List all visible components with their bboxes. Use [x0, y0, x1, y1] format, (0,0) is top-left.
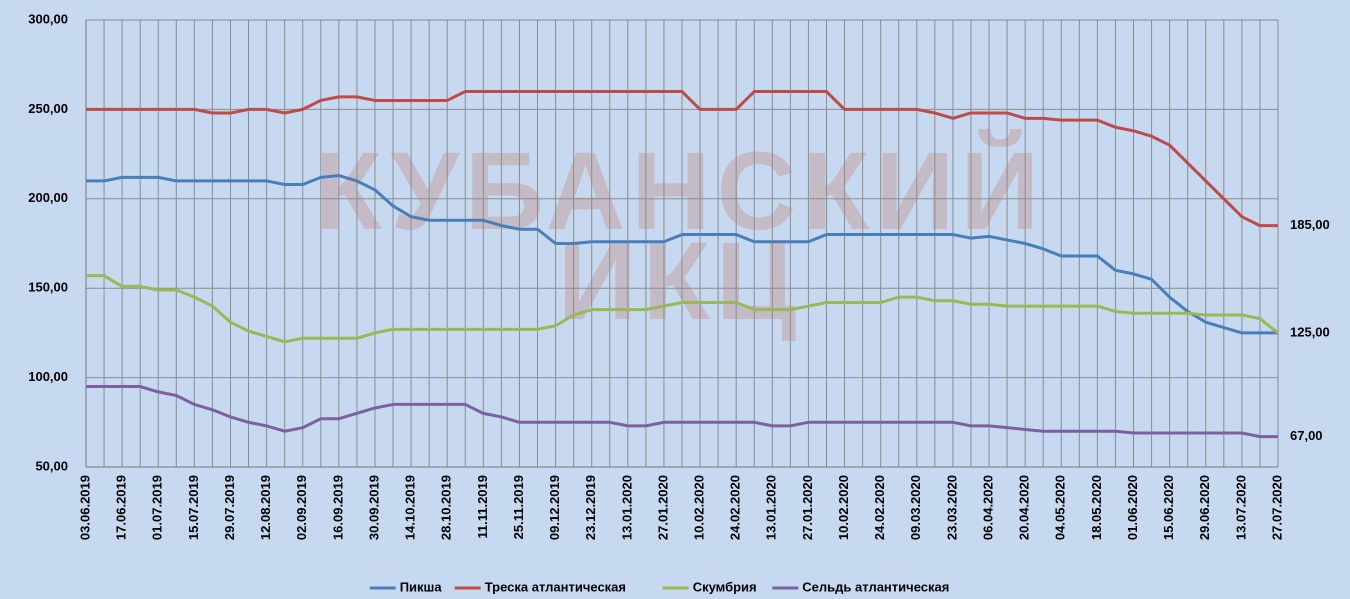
x-tick-label: 23.03.2020 [944, 475, 959, 540]
x-tick-label: 01.06.2020 [1125, 475, 1140, 540]
x-tick-label: 13.07.2020 [1233, 475, 1248, 540]
y-tick-label: 200,00 [28, 190, 68, 205]
x-tick-label: 02.09.2019 [294, 475, 309, 540]
x-tick-label: 24.02.2020 [872, 475, 887, 540]
x-tick-label: 27.01.2020 [800, 475, 815, 540]
x-tick-label: 13.01.2020 [619, 475, 634, 540]
x-tick-label: 24.02.2020 [728, 475, 743, 540]
x-tick-label: 09.03.2020 [908, 475, 923, 540]
x-tick-label: 06.04.2020 [980, 475, 995, 540]
legend-label: Сельдь атлантическая [802, 579, 949, 594]
x-tick-label: 20.04.2020 [1017, 475, 1032, 540]
chart: КУБАНСКИЙ ИКЦ 50,00100,00150,00200,00250… [0, 0, 1350, 599]
y-tick-label: 100,00 [28, 369, 68, 384]
legend-label: Пикша [400, 579, 443, 594]
page: {"chart_data": {"type": "line", "waterma… [0, 0, 1350, 599]
y-tick-label: 50,00 [35, 458, 68, 473]
end-value-label: 185,00 [1290, 217, 1330, 232]
x-tick-label: 29.07.2019 [222, 475, 237, 540]
legend-label: Скумбрия [693, 579, 757, 594]
x-tick-label: 12.08.2019 [258, 475, 273, 540]
x-tick-label: 14.10.2019 [403, 475, 418, 540]
x-tick-label: 13.01.2020 [764, 475, 779, 540]
x-tick-label: 15.06.2020 [1161, 475, 1176, 540]
x-tick-label: 01.07.2019 [150, 475, 165, 540]
x-tick-label: 23.12.2019 [583, 475, 598, 540]
x-tick-label: 25.11.2019 [511, 475, 526, 539]
x-tick-label: 09.12.2019 [547, 475, 562, 540]
y-tick-label: 150,00 [28, 280, 68, 295]
x-tick-label: 04.05.2020 [1053, 475, 1068, 540]
y-tick-label: 300,00 [28, 11, 68, 26]
x-tick-label: 27.07.2020 [1269, 475, 1284, 540]
x-tick-label: 15.07.2019 [186, 475, 201, 540]
end-value-label: 67,00 [1290, 428, 1323, 443]
x-tick-label: 27.01.2020 [655, 475, 670, 540]
x-tick-label: 17.06.2019 [114, 475, 129, 540]
x-tick-label: 28.10.2019 [439, 475, 454, 540]
watermark: ИКЦ [558, 220, 803, 343]
end-value-label: 125,00 [1290, 324, 1330, 339]
x-tick-label: 03.06.2019 [77, 475, 92, 540]
x-tick-label: 16.09.2019 [330, 475, 345, 540]
x-tick-label: 10.02.2020 [691, 475, 706, 540]
y-tick-label: 250,00 [28, 101, 68, 116]
x-tick-label: 30.09.2019 [366, 475, 381, 540]
x-tick-label: 29.06.2020 [1197, 475, 1212, 540]
x-tick-label: 10.02.2020 [836, 475, 851, 540]
legend-label: Треска атлантическая [485, 579, 626, 594]
x-tick-label: 11.11.2019 [475, 475, 490, 539]
x-tick-label: 18.05.2020 [1089, 475, 1104, 540]
